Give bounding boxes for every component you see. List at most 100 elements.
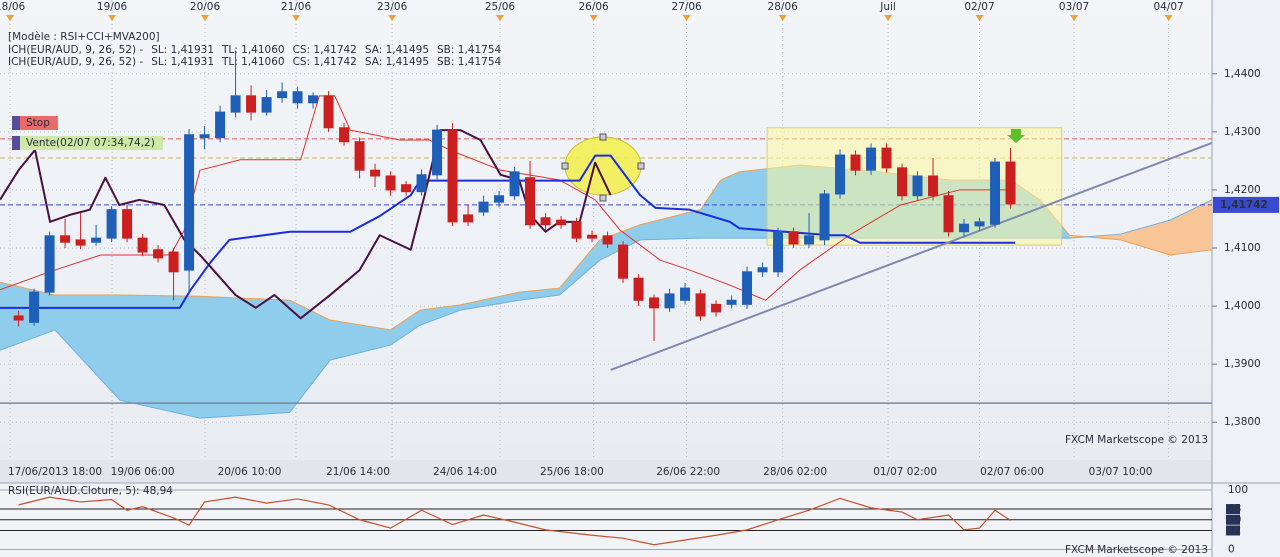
y-tick-label: 1,4400 — [1224, 68, 1261, 80]
legend-entry: ICH(EUR/AUD, 9, 26, 52) - — [8, 44, 143, 56]
candle-body — [819, 193, 830, 241]
candle-body — [199, 134, 210, 139]
top-date-label: 23/06 — [377, 1, 408, 13]
candle-body — [1005, 161, 1016, 205]
handle — [599, 133, 607, 141]
rsi-tick-box — [1226, 514, 1240, 525]
legend-entry: TL: 1,41060 — [221, 56, 285, 68]
candle-body — [618, 244, 629, 279]
top-date-label: 02/07 — [964, 1, 994, 13]
order-marker-label: Stop — [26, 117, 50, 129]
rsi-title: RSI(EUR/AUD.Cloture, 5): 48,94 — [8, 485, 173, 497]
candle-body — [788, 231, 799, 245]
candle-body — [385, 175, 396, 191]
legend-entry: SB: 1,41754 — [437, 56, 501, 68]
rsi-tick-box — [1226, 525, 1240, 536]
x-tick-label: 03/07 10:00 — [1089, 466, 1153, 478]
candle-body — [447, 129, 458, 223]
candle-body — [757, 267, 768, 273]
top-date-label: 19/06 — [97, 1, 128, 13]
candle-body — [525, 177, 536, 226]
candle-body — [850, 154, 861, 171]
y-tick-label: 1,4100 — [1224, 242, 1261, 254]
candle-body — [556, 219, 567, 226]
y-tick-label: 1,4000 — [1224, 300, 1261, 312]
indicator-line — [0, 154, 1016, 309]
rsi-line — [18, 496, 1011, 546]
highlight-ellipse — [564, 136, 642, 196]
y-tick-label: 1,4300 — [1224, 126, 1261, 138]
top-date-label: 04/07 — [1153, 1, 1183, 13]
top-date-label: 27/06 — [671, 1, 702, 13]
candle-body — [91, 237, 102, 243]
session-marker — [6, 15, 15, 21]
session-marker — [201, 15, 210, 21]
x-tick-label: 20/06 10:00 — [218, 466, 282, 478]
y-tick-label: 1,3800 — [1224, 416, 1261, 428]
candle-body — [540, 217, 551, 226]
candle-body — [246, 95, 257, 113]
x-tick-label: 01/07 02:00 — [873, 466, 937, 478]
candle-body — [323, 95, 334, 129]
candle-body — [432, 129, 443, 176]
candle-body — [75, 239, 86, 246]
candle-body — [44, 235, 55, 293]
candle-body — [742, 271, 753, 305]
session-marker — [1164, 15, 1173, 21]
time-axis-background — [0, 460, 1212, 483]
candle-body — [509, 171, 520, 197]
legend-entry: CS: 1,41742 — [293, 44, 357, 56]
label-layer: 18/06 19/06 20/06 21/06 23/06 25/06 26/06 27/06… — [0, 1, 1279, 478]
cloud-fill — [199, 295, 291, 419]
candle-body — [571, 221, 582, 239]
top-date-label: 21/06 — [281, 1, 312, 13]
legend-entry: ICH(EUR/AUD, 9, 26, 52) - — [8, 56, 143, 68]
candle-body — [184, 134, 195, 271]
top-date-label: 28/06 — [768, 1, 799, 13]
front-layer — [0, 50, 1212, 371]
sell-arrow — [1007, 129, 1025, 143]
candle-body — [339, 127, 350, 143]
x-tick-label: 21/06 14:00 — [326, 466, 390, 478]
x-tick-label: 24/06 14:00 — [433, 466, 497, 478]
candle-body — [928, 175, 939, 197]
candle-body — [60, 235, 71, 243]
order-marker — [12, 116, 58, 130]
candle-body — [664, 293, 675, 309]
top-date-label: 03/07 — [1059, 1, 1089, 13]
rsi-tick-label: 32 — [1228, 524, 1241, 536]
rsi-tick-label: 0 — [1228, 544, 1235, 556]
session-marker — [975, 15, 984, 21]
candle-body — [153, 249, 164, 259]
candle-body — [137, 237, 148, 253]
candle-body — [354, 141, 365, 171]
candle-body — [773, 231, 784, 273]
candle-body — [401, 184, 412, 193]
candle-body — [494, 195, 505, 203]
candle-body — [168, 251, 179, 273]
handle — [637, 162, 645, 170]
candle-body — [370, 169, 381, 177]
order-marker-label: Vente(02/07 07:34,74,2) — [26, 137, 155, 149]
candle-body — [990, 161, 1001, 225]
rsi-tick-label: 68 — [1228, 503, 1241, 515]
x-tick-label: 28/06 02:00 — [763, 466, 827, 478]
candle-body — [215, 111, 226, 139]
trendline — [610, 141, 1212, 371]
cloud-fill — [119, 294, 201, 419]
rsi-tick-box — [1226, 504, 1240, 515]
legend-entry: CS: 1,41742 — [293, 56, 357, 68]
order-marker — [12, 136, 163, 150]
candle-body — [230, 95, 241, 113]
price-label: 1,41742 — [1220, 199, 1268, 211]
candle-body — [633, 277, 644, 301]
back-layer — [0, 0, 1212, 460]
candle-body — [959, 223, 970, 233]
session-marker — [1070, 15, 1079, 21]
candle-body — [416, 174, 427, 193]
order-marker-handle — [12, 116, 20, 130]
candle-body — [881, 147, 892, 169]
candle-body — [912, 175, 923, 197]
candle-body — [292, 91, 303, 104]
